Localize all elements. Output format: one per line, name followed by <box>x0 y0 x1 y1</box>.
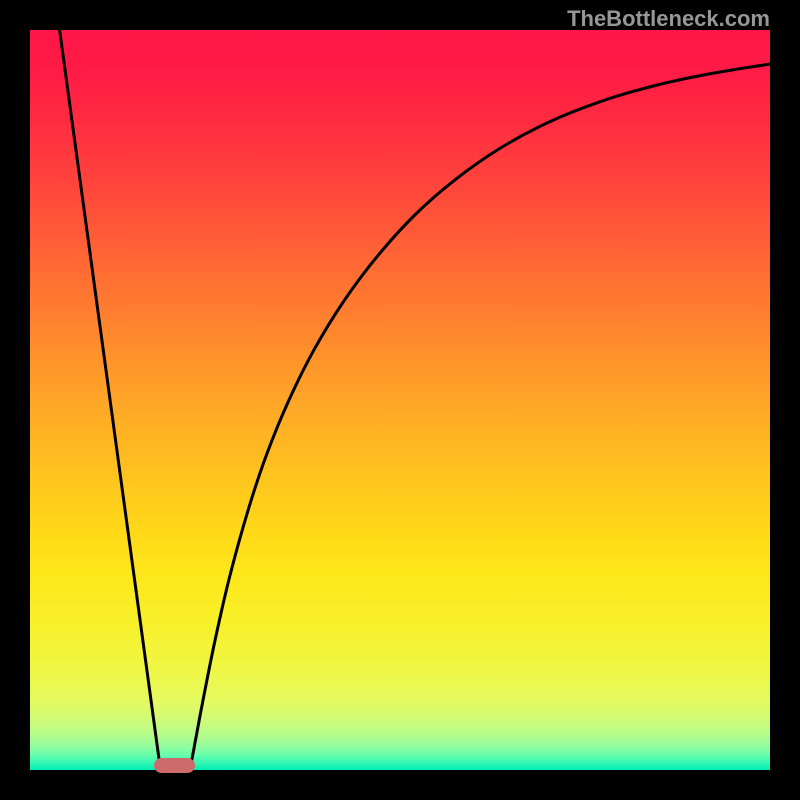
curve-left-descent <box>60 30 160 763</box>
chart-container: TheBottleneck.com <box>0 0 800 800</box>
bottleneck-marker <box>154 758 195 773</box>
watermark-text: TheBottleneck.com <box>567 6 770 32</box>
curves-layer <box>30 30 770 770</box>
curve-right-asymptote <box>191 64 770 763</box>
plot-area <box>30 30 770 770</box>
